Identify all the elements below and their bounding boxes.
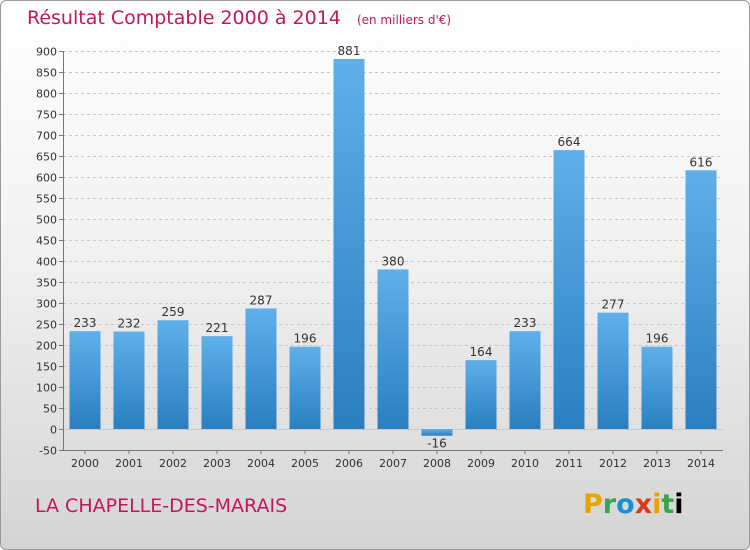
proxiti-logo: Proxiti — [583, 489, 684, 520]
bar-value-label: 616 — [690, 155, 713, 169]
bar-value-label: 232 — [118, 317, 141, 331]
y-tick-label: 600 — [36, 172, 57, 185]
chart-subtitle: (en milliers d'€) — [356, 13, 452, 27]
y-tick-label: 850 — [36, 67, 57, 80]
bar — [509, 331, 541, 429]
chart-title-text: Résultat Comptable 2000 à 2014 — [27, 7, 341, 29]
y-tick-label: 500 — [36, 214, 57, 227]
bar-value-label: 664 — [558, 135, 581, 149]
x-tick-label: 2010 — [511, 457, 539, 470]
x-tick-label: 2001 — [115, 457, 143, 470]
x-tick-label: 2009 — [467, 457, 495, 470]
y-tick-label: 200 — [36, 340, 57, 353]
y-tick-label: 100 — [36, 382, 57, 395]
x-tick-label: 2006 — [335, 457, 363, 470]
bar-value-label: 221 — [206, 321, 229, 335]
y-tick-label: 350 — [36, 277, 57, 290]
y-tick-label: -50 — [39, 445, 57, 458]
x-tick-label: 2004 — [247, 457, 275, 470]
y-tick-label: 450 — [36, 235, 57, 248]
x-tick-label: 2003 — [203, 457, 231, 470]
x-tick-label: 2000 — [71, 457, 99, 470]
bar — [597, 312, 629, 429]
bar — [157, 320, 189, 429]
y-tick-label: 50 — [43, 403, 57, 416]
bar-value-label: -16 — [427, 437, 447, 451]
bar-value-label: 164 — [470, 345, 493, 359]
y-tick-label: 250 — [36, 319, 57, 332]
x-tick-label: 2008 — [423, 457, 451, 470]
bar-value-label: 881 — [338, 44, 361, 58]
y-tick-label: 700 — [36, 130, 57, 143]
y-tick-label: 300 — [36, 298, 57, 311]
bar-value-label: 233 — [74, 316, 97, 330]
bar — [333, 58, 365, 429]
bar — [69, 331, 101, 429]
y-tick-label: 900 — [36, 46, 57, 59]
x-tick-label: 2005 — [291, 457, 319, 470]
bar — [685, 170, 717, 429]
bar-value-label: 196 — [646, 332, 669, 346]
bar — [113, 331, 145, 429]
y-tick-label: 550 — [36, 193, 57, 206]
y-tick-label: 400 — [36, 256, 57, 269]
bar — [289, 346, 321, 429]
chart-title: Résultat Comptable 2000 à 2014 (en milli… — [27, 7, 451, 29]
bar — [465, 360, 497, 429]
bar-value-label: 277 — [602, 298, 625, 312]
y-tick-label: 150 — [36, 361, 57, 374]
y-tick-label: 0 — [50, 424, 57, 437]
commune-name: LA CHAPELLE-DES-MARAIS — [35, 495, 288, 517]
bar-value-label: 380 — [382, 254, 405, 268]
bar-value-label: 259 — [162, 305, 185, 319]
x-tick-label: 2014 — [687, 457, 715, 470]
x-tick-label: 2011 — [555, 457, 583, 470]
bar — [245, 308, 277, 429]
y-tick-label: 650 — [36, 151, 57, 164]
bar-value-label: 196 — [294, 332, 317, 346]
bar — [377, 269, 409, 429]
x-tick-label: 2007 — [379, 457, 407, 470]
x-tick-label: 2012 — [599, 457, 627, 470]
bar — [201, 336, 233, 429]
y-tick-label: 750 — [36, 109, 57, 122]
bar-value-label: 287 — [250, 293, 273, 307]
bar-value-label: 233 — [514, 316, 537, 330]
y-tick-label: 800 — [36, 88, 57, 101]
x-tick-label: 2002 — [159, 457, 187, 470]
bar-chart: -50 0 50 100 150 200 250 300 350 400 450 500 550 600 6… — [36, 44, 723, 470]
bar — [421, 429, 453, 436]
bar — [553, 150, 585, 429]
bar — [641, 346, 673, 429]
x-tick-label: 2013 — [643, 457, 671, 470]
